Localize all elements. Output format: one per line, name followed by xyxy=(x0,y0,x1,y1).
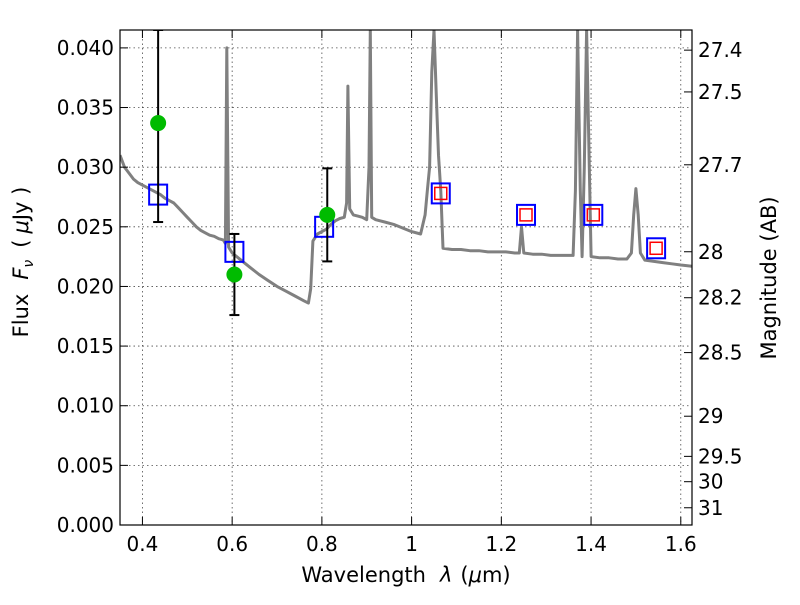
model-box-marker xyxy=(516,203,537,226)
y-tick-label: 0.030 xyxy=(57,155,114,179)
y-axis-title-unit-rest: Jy ) xyxy=(9,187,33,223)
y-axis-title-sub: ν xyxy=(21,260,37,268)
x-axis-title-unit-open: ( xyxy=(460,563,468,587)
model-box-marker xyxy=(646,237,667,260)
y-axis-title-symbol: F xyxy=(9,267,33,280)
x-tick-label: 1.6 xyxy=(665,532,697,556)
y-tick-label: 0.000 xyxy=(57,513,114,537)
observed-point xyxy=(319,206,336,223)
mag-tick-label: 27.5 xyxy=(698,80,743,104)
y-tick-label: 0.015 xyxy=(57,334,114,358)
grid xyxy=(120,30,692,526)
y-axis-title-unit-open: ( xyxy=(9,240,33,248)
right-axis-title: Magnitude (AB) xyxy=(757,196,781,359)
model-spectrum-line xyxy=(120,30,692,305)
y-tick-label: 0.035 xyxy=(57,96,114,120)
model-box-inner-marker xyxy=(519,208,533,222)
x-axis-title-symbol: λ xyxy=(439,563,452,587)
mag-tick-label: 30 xyxy=(698,470,723,494)
plot-frame xyxy=(119,29,693,526)
y-tick-label: 0.010 xyxy=(57,394,114,418)
y-axis-title-text: Flux xyxy=(9,294,33,338)
mag-tick-label: 28.2 xyxy=(698,286,743,310)
y-tick-label: 0.040 xyxy=(57,36,114,60)
model-box-inner-marker xyxy=(649,241,663,256)
mag-tick-label: 29.5 xyxy=(698,444,743,468)
x-tick-label: 0.4 xyxy=(127,532,159,556)
x-axis-title-unit-rest: m) xyxy=(482,563,511,587)
x-axis-title-text: Wavelength xyxy=(301,563,426,587)
mag-tick-label: 28 xyxy=(698,240,723,264)
y-axis-title: Flux Fν ( μJy ) xyxy=(9,187,37,338)
axis-ticks: 0.4 0.6 0.8 1 1.2 1.4 1.6 0.000 0.005 0.010 0.015 0… xyxy=(57,30,743,556)
model-box-marker xyxy=(430,182,451,205)
x-tick-label: 1.2 xyxy=(485,532,517,556)
x-axis-title: Wavelength λ (μm) xyxy=(301,563,510,587)
mag-tick-label: 28.5 xyxy=(698,341,743,365)
x-tick-label: 1.4 xyxy=(575,532,607,556)
x-axis-title-unit-mu: μ xyxy=(468,563,482,587)
mag-tick-label: 27.7 xyxy=(698,153,743,177)
spectrum-path xyxy=(120,30,692,305)
y-tick-label: 0.005 xyxy=(57,453,114,477)
x-tick-label: 0.6 xyxy=(216,532,248,556)
model-box-marker xyxy=(583,203,604,226)
observed-point xyxy=(226,266,243,283)
mag-tick-label: 29 xyxy=(698,404,723,428)
model-box-inner-marker xyxy=(586,208,601,222)
y-tick-label: 0.025 xyxy=(57,215,114,239)
y-tick-label: 0.020 xyxy=(57,274,114,298)
observed-point xyxy=(150,115,167,132)
mag-tick-label: 31 xyxy=(698,496,723,520)
model-box-inner-marker xyxy=(434,186,448,201)
mag-tick-label: 27.4 xyxy=(698,38,743,62)
x-tick-label: 1 xyxy=(405,532,418,556)
x-tick-label: 0.8 xyxy=(306,532,338,556)
markers xyxy=(148,30,667,317)
y-axis-title-unit-mu: μ xyxy=(9,220,33,234)
